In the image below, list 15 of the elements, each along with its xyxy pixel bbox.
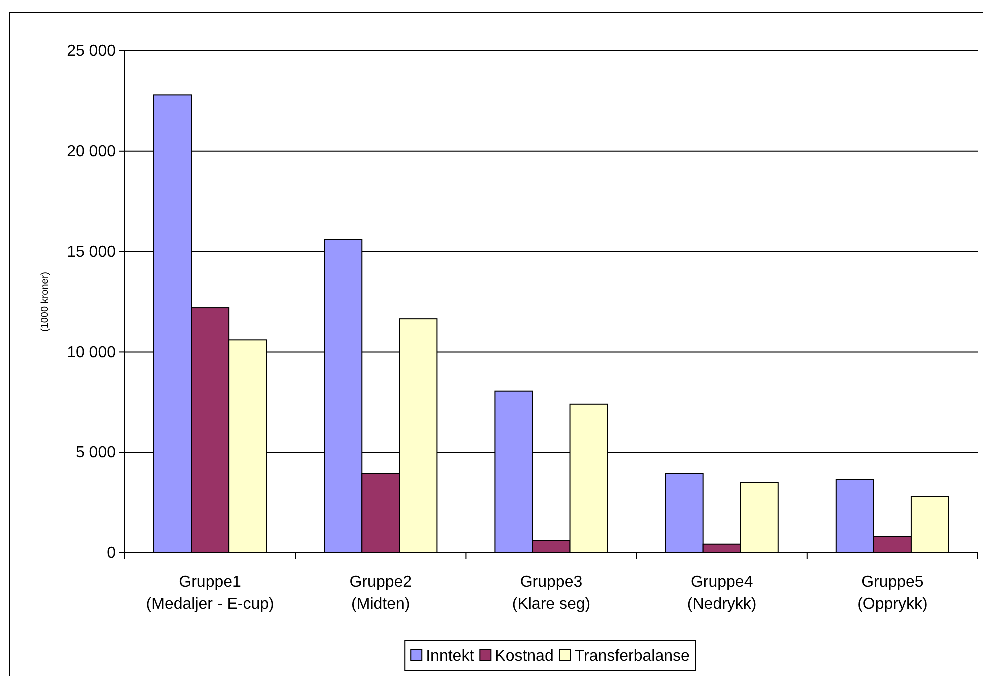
x-tick-label: Gruppe2 (Midten) [350,574,412,613]
x-tick-label: Gruppe3 (Klare seg) [512,574,591,613]
y-tick-label: 0 [107,545,116,562]
x-tick-label: Gruppe1 (Medaljer - E-cup) [146,574,274,613]
y-tick-label: 15 000 [67,244,116,261]
y-axis-title: (1000 kroner) [40,272,51,332]
legend-label: Kostnad [495,648,554,665]
legend-label: Inntekt [426,648,475,665]
x-tick-label: Gruppe4 (Nedrykk) [687,574,757,613]
y-tick-label: 5 000 [76,444,116,462]
y-tick-label: 10 000 [67,344,116,362]
y-tick-label: 25 000 [67,43,116,60]
legend-label: Transferbalanse [574,648,690,665]
y-tick-label: 20 000 [67,144,116,161]
x-tick-label: Gruppe5 (Opprykk) [858,574,928,613]
